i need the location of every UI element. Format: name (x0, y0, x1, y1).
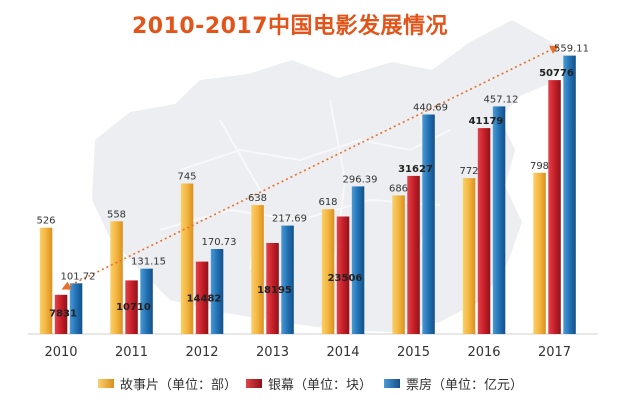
data-label-boxoffice-2016: 457.12 (484, 94, 519, 105)
legend-swatch-boxoffice (384, 379, 400, 388)
data-label-screens-2016: 41179 (469, 116, 504, 127)
bar-screens-2010 (54, 294, 68, 334)
data-label-screens-2013: 18195 (257, 285, 292, 296)
bar-boxoffice-2012 (210, 249, 224, 334)
legend-item-films: 故事片（单位：部） (98, 374, 237, 393)
x-tick-labels: 2010 2011 2012 2013 2014 2015 2016 2017 (44, 345, 571, 360)
x-tick-2013: 2013 (256, 345, 289, 360)
bar-boxoffice-2017 (563, 55, 576, 334)
data-label-boxoffice-2011: 131.15 (131, 257, 166, 268)
legend-swatch-screens (246, 379, 262, 388)
trend-line-group (61, 45, 560, 290)
x-tick-2010: 2010 (44, 345, 77, 360)
data-label-boxoffice-2010: 101.72 (61, 271, 96, 282)
bar-films-2014 (321, 209, 335, 334)
data-label-boxoffice-2015: 440.69 (413, 103, 448, 114)
legend-label-films: 故事片（单位：部） (120, 378, 238, 393)
data-label-screens-2014: 23506 (328, 273, 363, 284)
data-label-boxoffice-2014: 296.39 (343, 174, 378, 185)
data-label-films-2014: 618 (318, 197, 337, 208)
data-label-screens-2012: 14482 (187, 293, 222, 304)
x-tick-2012: 2012 (185, 345, 218, 360)
x-tick-2014: 2014 (326, 345, 359, 360)
bar-screens-2011 (125, 280, 138, 334)
data-label-screens-2015: 31627 (398, 164, 433, 175)
data-label-boxoffice-2013: 217.69 (272, 214, 307, 225)
data-label-films-2012: 745 (177, 172, 196, 183)
legend-label-screens: 银幕（单位：块） (268, 378, 373, 393)
bar-screens-2016 (477, 128, 491, 334)
legend-swatch-films (98, 379, 114, 388)
bar-films-2015 (392, 195, 405, 334)
data-label-films-2011: 558 (107, 209, 126, 220)
bar-boxoffice-2014 (351, 186, 365, 334)
data-label-boxoffice-2012: 170.73 (202, 237, 237, 248)
data-label-films-2017: 798 (530, 161, 549, 172)
legend: 故事片（单位：部） 银幕（单位：块） 票房（单位：亿元） (98, 374, 558, 394)
data-label-films-2016: 772 (459, 166, 478, 177)
data-label-films-2010: 526 (36, 216, 55, 227)
x-tick-2011: 2011 (115, 345, 148, 360)
bar-boxoffice-2015 (422, 114, 435, 334)
bar-films-2016 (462, 178, 476, 334)
data-label-boxoffice-2017: 559.11 (554, 44, 589, 55)
legend-label-boxoffice: 票房（单位：亿元） (406, 378, 524, 393)
bar-films-2010 (39, 227, 53, 334)
data-label-films-2013: 638 (248, 193, 267, 204)
data-label-screens-2011: 10710 (116, 302, 151, 313)
bar-films-2013 (251, 205, 264, 334)
bar-boxoffice-2013 (281, 225, 294, 334)
data-label-screens-2010: 7831 (49, 308, 77, 319)
bar-films-2017 (533, 172, 546, 334)
trend-arrow (61, 45, 560, 290)
x-tick-2015: 2015 (397, 345, 430, 360)
data-label-films-2015: 686 (389, 183, 408, 194)
bar-screens-2017 (548, 80, 561, 334)
data-label-screens-2017: 50776 (539, 68, 574, 79)
bar-films-2012 (180, 183, 194, 334)
legend-item-screens: 银幕（单位：块） (246, 374, 372, 393)
legend-item-boxoffice: 票房（单位：亿元） (384, 374, 523, 393)
bar-films-2011 (110, 221, 123, 334)
bar-boxoffice-2016 (492, 106, 506, 335)
x-tick-2017: 2017 (538, 345, 571, 360)
chart-title: 2010-2017中国电影发展情况 (131, 14, 449, 39)
bar-screens-2015 (407, 175, 420, 334)
bar-boxoffice-2010 (69, 283, 83, 334)
x-tick-2016: 2016 (467, 345, 500, 360)
data-labels-group: 526 7831 101.72 558 10710 131.15 745 14482 170.7… (36, 44, 589, 320)
